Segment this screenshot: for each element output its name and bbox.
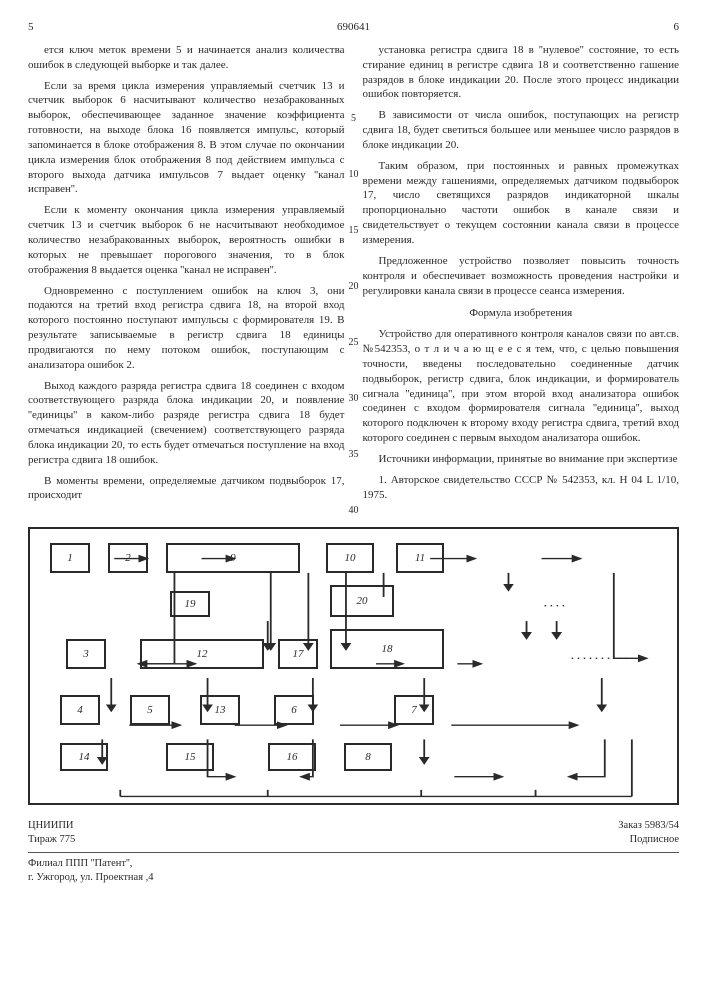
sources-title: Источники информации, принятые во вниман…	[363, 452, 680, 467]
block-1: 1	[50, 543, 90, 573]
line-marker: 15	[349, 224, 359, 238]
paragraph: установка регистра сдвига 18 в ''нулевое…	[363, 43, 680, 102]
footer-order: Заказ 5983/54	[618, 819, 679, 833]
paragraph: 1. Авторское свидетельство СССР № 542353…	[363, 473, 680, 503]
line-marker: 40	[349, 504, 359, 518]
paragraph: Если за время цикла измерения управляемы…	[28, 79, 345, 198]
line-marker: 25	[349, 336, 359, 350]
block-12: 12	[140, 639, 264, 669]
block-18: 18	[330, 629, 444, 669]
paragraph: Выход каждого разряда регистра сдвига 18…	[28, 379, 345, 468]
paragraph: Предложенное устройство позволяет повыси…	[363, 254, 680, 299]
right-column: установка регистра сдвига 18 в ''нулевое…	[363, 43, 680, 509]
block-14: 14	[60, 743, 108, 771]
block-11: 11	[396, 543, 444, 573]
block-4: 4	[60, 695, 100, 725]
block-17: 17	[278, 639, 318, 669]
page-number-left: 5	[28, 20, 34, 35]
paragraph: Устройство для оперативного контроля кан…	[363, 327, 680, 446]
page-number-right: 6	[674, 20, 680, 35]
footer-addr1: Филиал ППП ''Патент'',	[28, 857, 679, 871]
block-8: 8	[344, 743, 392, 771]
paragraph: ется ключ меток времени 5 и начинается а…	[28, 43, 345, 73]
block-9: 9	[166, 543, 300, 573]
footer-addr2: г. Ужгород, ул. Проектная ,4	[28, 871, 679, 885]
footer-org: ЦНИИПИ	[28, 819, 74, 833]
line-marker: 10	[349, 168, 359, 182]
block-2: 2	[108, 543, 148, 573]
block-16: 16	[268, 743, 316, 771]
line-marker: 20	[349, 280, 359, 294]
paragraph: Одновременно с поступлением ошибок на кл…	[28, 284, 345, 373]
footer: ЦНИИПИ Заказ 5983/54 Тираж 775 Подписное…	[28, 819, 679, 885]
paragraph: Если к моменту окончания цикла измерения…	[28, 203, 345, 277]
footer-sub: Подписное	[630, 833, 679, 847]
document-number: 690641	[337, 20, 370, 35]
block-19: 19	[170, 591, 210, 617]
line-marker: 35	[349, 448, 359, 462]
block-13: 13	[200, 695, 240, 725]
schematic-diagram: 1 2 9 10 11 19 20 3 12 17 18 4 5 13 6 7 …	[28, 527, 679, 805]
block-10: 10	[326, 543, 374, 573]
line-marker: 30	[349, 392, 359, 406]
block-3: 3	[66, 639, 106, 669]
paragraph: В зависимости от числа ошибок, поступающ…	[363, 108, 680, 153]
footer-tirazh: Тираж 775	[28, 833, 75, 847]
block-20: 20	[330, 585, 394, 617]
left-column: ется ключ меток времени 5 и начинается а…	[28, 43, 345, 509]
paragraph: Таким образом, при постоянных и равных п…	[363, 159, 680, 248]
block-6: 6	[274, 695, 314, 725]
formula-title: Формула изобретения	[363, 306, 680, 321]
line-marker: 5	[351, 112, 356, 126]
block-15: 15	[166, 743, 214, 771]
paragraph: В моменты времени, определяемые датчиком…	[28, 474, 345, 504]
block-7: 7	[394, 695, 434, 725]
block-5: 5	[130, 695, 170, 725]
